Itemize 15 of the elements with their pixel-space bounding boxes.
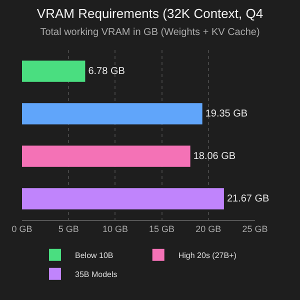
chart-title: VRAM Requirements (32K Context, Q4 [36,6,264,21]
x-tick-label: 20 GB [196,224,222,234]
x-tick-label: 10 GB [102,224,128,234]
data-label: 21.67 GB [226,193,270,204]
x-tick-label: 0 GB [12,224,32,234]
legend-label: 35B Models [75,270,118,280]
data-label: 18.06 GB [193,150,236,162]
data-label: 19.35 GB [205,108,248,120]
legend-label: Below 10B [75,251,114,260]
data-label: 6.78 GB [88,66,126,77]
legend-label: High 20s (27B+) [178,251,237,260]
x-tick-label: 5 GB [58,224,79,234]
x-tick-label: 15 GB [149,224,175,234]
chart-subtitle: Total working VRAM in GB (Weights + KV Cache) [40,26,260,38]
x-tick-label: 25 GB [242,224,268,234]
